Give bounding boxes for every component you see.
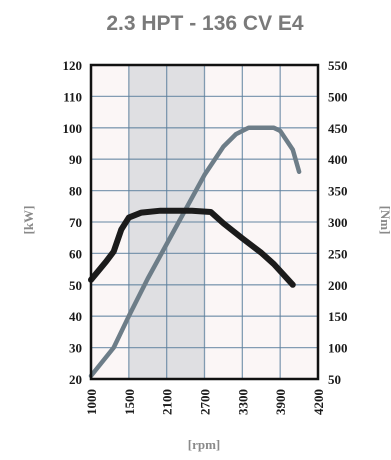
y-left-tick-label: 20: [69, 372, 82, 387]
y-right-tick-label: 300: [328, 215, 348, 230]
x-tick-label: 4200: [311, 389, 326, 415]
chart-title: 2.3 HPT - 136 CV E4: [106, 12, 304, 35]
y-left-tick-label: 120: [63, 58, 83, 73]
x-tick-label: 3300: [235, 389, 250, 415]
y-left-tick-label: 70: [69, 215, 82, 230]
y-left-axis-label: [kW]: [21, 206, 36, 235]
y-right-tick-label: 200: [328, 278, 348, 293]
power-curve: [88, 125, 302, 379]
y-right-tick-label: 450: [328, 121, 348, 136]
y-left-tick-label: 100: [63, 121, 83, 136]
y-right-tick-label: 150: [328, 309, 348, 324]
y-right-tick-label: 250: [328, 246, 348, 261]
x-tick-label: 2100: [160, 389, 175, 415]
y-left-tick-label: 110: [63, 89, 82, 104]
y-right-tick-label: 500: [328, 89, 348, 104]
x-tick-label: 1500: [122, 389, 137, 415]
x-tick-label: 2700: [198, 389, 213, 415]
x-tick-label: 1000: [84, 389, 99, 415]
y-left-tick-label: 30: [69, 341, 82, 356]
y-left-tick-label: 80: [69, 184, 82, 199]
y-right-tick-label: 550: [328, 58, 348, 73]
y-right-tick-label: 100: [328, 341, 348, 356]
plot-border: [89, 63, 320, 381]
x-tick-label: 3900: [273, 389, 288, 415]
y-right-tick-label: 400: [328, 152, 348, 167]
y-left-tick-label: 90: [69, 152, 82, 167]
torque-curve: [88, 207, 296, 288]
y-right-tick-label: 350: [328, 184, 348, 199]
y-left-tick-label: 50: [69, 278, 82, 293]
y-left-tick-label: 60: [69, 246, 82, 261]
y-right-tick-label: 50: [328, 372, 341, 387]
y-right-axis-label: [Nm]: [378, 206, 391, 235]
x-axis-label: [rpm]: [188, 437, 221, 452]
y-left-tick-label: 40: [69, 309, 82, 324]
